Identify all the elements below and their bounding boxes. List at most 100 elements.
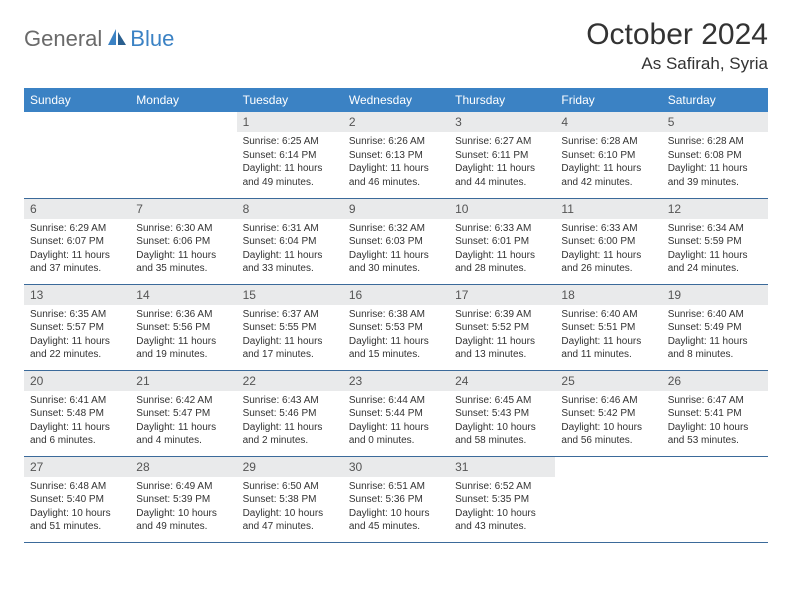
day-cell: 27Sunrise: 6:48 AMSunset: 5:40 PMDayligh… bbox=[24, 456, 130, 542]
sunset-line: Sunset: 5:38 PM bbox=[243, 493, 337, 507]
day-content: Sunrise: 6:34 AMSunset: 5:59 PMDaylight:… bbox=[662, 219, 768, 282]
day-cell: 7Sunrise: 6:30 AMSunset: 6:06 PMDaylight… bbox=[130, 198, 236, 284]
calendar-week-row: 27Sunrise: 6:48 AMSunset: 5:40 PMDayligh… bbox=[24, 456, 768, 542]
day-content: Sunrise: 6:33 AMSunset: 6:01 PMDaylight:… bbox=[449, 219, 555, 282]
day-cell bbox=[662, 456, 768, 542]
daylight-line: Daylight: 11 hours and 15 minutes. bbox=[349, 335, 443, 362]
daylight-line: Daylight: 10 hours and 58 minutes. bbox=[455, 421, 549, 448]
sunrise-line: Sunrise: 6:36 AM bbox=[136, 308, 230, 322]
sunset-line: Sunset: 6:06 PM bbox=[136, 235, 230, 249]
sunrise-line: Sunrise: 6:33 AM bbox=[561, 222, 655, 236]
daylight-line: Daylight: 11 hours and 13 minutes. bbox=[455, 335, 549, 362]
day-cell: 5Sunrise: 6:28 AMSunset: 6:08 PMDaylight… bbox=[662, 112, 768, 198]
sunrise-line: Sunrise: 6:37 AM bbox=[243, 308, 337, 322]
calendar-week-row: 1Sunrise: 6:25 AMSunset: 6:14 PMDaylight… bbox=[24, 112, 768, 198]
logo-sail-icon bbox=[106, 27, 128, 52]
sunset-line: Sunset: 6:10 PM bbox=[561, 149, 655, 163]
sunrise-line: Sunrise: 6:40 AM bbox=[668, 308, 762, 322]
day-cell: 3 Sunrise: 6:27 AMSunset: 6:11 PMDaylight… bbox=[449, 112, 555, 198]
daylight-line: Daylight: 11 hours and 8 minutes. bbox=[668, 335, 762, 362]
sunrise-line: Sunrise: 6:50 AM bbox=[243, 480, 337, 494]
day-cell bbox=[130, 112, 236, 198]
sunrise-line: Sunrise: 6:28 AM bbox=[561, 135, 655, 149]
daylight-line: Daylight: 11 hours and 2 minutes. bbox=[243, 421, 337, 448]
day-cell: 20Sunrise: 6:41 AMSunset: 5:48 PMDayligh… bbox=[24, 370, 130, 456]
day-content: Sunrise: 6:50 AMSunset: 5:38 PMDaylight:… bbox=[237, 477, 343, 540]
sunrise-line: Sunrise: 6:42 AM bbox=[136, 394, 230, 408]
sunset-line: Sunset: 6:01 PM bbox=[455, 235, 549, 249]
day-number: 1 bbox=[237, 112, 343, 132]
daylight-line: Daylight: 10 hours and 51 minutes. bbox=[30, 507, 124, 534]
daylight-line: Daylight: 11 hours and 37 minutes. bbox=[30, 249, 124, 276]
day-content: Sunrise: 6:35 AMSunset: 5:57 PMDaylight:… bbox=[24, 305, 130, 368]
day-cell bbox=[24, 112, 130, 198]
daylight-line: Daylight: 11 hours and 28 minutes. bbox=[455, 249, 549, 276]
day-number: 3 bbox=[449, 112, 555, 132]
logo: General Blue bbox=[24, 18, 174, 52]
sunrise-line: Sunrise: 6:47 AM bbox=[668, 394, 762, 408]
sunrise-line: Sunrise: 6:30 AM bbox=[136, 222, 230, 236]
daylight-line: Daylight: 10 hours and 53 minutes. bbox=[668, 421, 762, 448]
sunset-line: Sunset: 5:48 PM bbox=[30, 407, 124, 421]
day-cell: 2Sunrise: 6:26 AMSunset: 6:13 PMDaylight… bbox=[343, 112, 449, 198]
sunset-line: Sunset: 5:56 PM bbox=[136, 321, 230, 335]
sunrise-line: Sunrise: 6:43 AM bbox=[243, 394, 337, 408]
day-content: Sunrise: 6:51 AMSunset: 5:36 PMDaylight:… bbox=[343, 477, 449, 540]
sunrise-line: Sunrise: 6:44 AM bbox=[349, 394, 443, 408]
sunrise-line: Sunrise: 6:40 AM bbox=[561, 308, 655, 322]
location: As Safirah, Syria bbox=[586, 54, 768, 74]
day-number: 28 bbox=[130, 457, 236, 477]
sunrise-line: Sunrise: 6:41 AM bbox=[30, 394, 124, 408]
sunset-line: Sunset: 5:49 PM bbox=[668, 321, 762, 335]
day-cell: 16Sunrise: 6:38 AMSunset: 5:53 PMDayligh… bbox=[343, 284, 449, 370]
sunrise-line: Sunrise: 6:48 AM bbox=[30, 480, 124, 494]
sunset-line: Sunset: 5:51 PM bbox=[561, 321, 655, 335]
sunset-line: Sunset: 6:07 PM bbox=[30, 235, 124, 249]
daylight-line: Daylight: 11 hours and 44 minutes. bbox=[455, 162, 549, 189]
day-content: Sunrise: 6:49 AMSunset: 5:39 PMDaylight:… bbox=[130, 477, 236, 540]
sunrise-line: Sunrise: 6:49 AM bbox=[136, 480, 230, 494]
sunset-line: Sunset: 5:36 PM bbox=[349, 493, 443, 507]
sunset-line: Sunset: 5:41 PM bbox=[668, 407, 762, 421]
day-content: Sunrise: 6:30 AMSunset: 6:06 PMDaylight:… bbox=[130, 219, 236, 282]
daylight-line: Daylight: 11 hours and 0 minutes. bbox=[349, 421, 443, 448]
weekday-row: Sunday Monday Tuesday Wednesday Thursday… bbox=[24, 88, 768, 112]
day-content: Sunrise: 6:43 AMSunset: 5:46 PMDaylight:… bbox=[237, 391, 343, 454]
daylight-line: Daylight: 10 hours and 45 minutes. bbox=[349, 507, 443, 534]
calendar-week-row: 13Sunrise: 6:35 AMSunset: 5:57 PMDayligh… bbox=[24, 284, 768, 370]
day-content: Sunrise: 6:36 AMSunset: 5:56 PMDaylight:… bbox=[130, 305, 236, 368]
day-number: 11 bbox=[555, 199, 661, 219]
day-content: Sunrise: 6:45 AMSunset: 5:43 PMDaylight:… bbox=[449, 391, 555, 454]
sunset-line: Sunset: 6:03 PM bbox=[349, 235, 443, 249]
day-cell: 21Sunrise: 6:42 AMSunset: 5:47 PMDayligh… bbox=[130, 370, 236, 456]
daylight-line: Daylight: 11 hours and 35 minutes. bbox=[136, 249, 230, 276]
sunset-line: Sunset: 6:11 PM bbox=[455, 149, 549, 163]
day-cell: 8Sunrise: 6:31 AMSunset: 6:04 PMDaylight… bbox=[237, 198, 343, 284]
daylight-line: Daylight: 11 hours and 24 minutes. bbox=[668, 249, 762, 276]
calendar-week-row: 20 Sunrise: 6:41 AMSunset: 5:48 PM Dayligh… bbox=[24, 370, 768, 456]
sunset-line: Sunset: 5:47 PM bbox=[136, 407, 230, 421]
day-number: 23 bbox=[343, 371, 449, 391]
day-content: Sunrise: 6:40 AMSunset: 5:49 PMDaylight:… bbox=[662, 305, 768, 368]
day-number: 15 bbox=[237, 285, 343, 305]
day-number: 14 bbox=[130, 285, 236, 305]
day-number: 24 bbox=[449, 371, 555, 391]
sunrise-line: Sunrise: 6:31 AM bbox=[243, 222, 337, 236]
sunrise-line: Sunrise: 6:27 AM bbox=[455, 135, 549, 149]
daylight-line: Daylight: 11 hours and 19 minutes. bbox=[136, 335, 230, 362]
day-cell: 17Sunrise: 6:39 AMSunset: 5:52 PMDayligh… bbox=[449, 284, 555, 370]
sunset-line: Sunset: 5:59 PM bbox=[668, 235, 762, 249]
day-cell: 23Sunrise: 6:44 AMSunset: 5:44 PMDayligh… bbox=[343, 370, 449, 456]
day-number: 20 bbox=[24, 371, 130, 391]
day-cell: 26Sunrise: 6:47 AMSunset: 5:41 PMDayligh… bbox=[662, 370, 768, 456]
day-content: Sunrise: 6:44 AMSunset: 5:44 PMDaylight:… bbox=[343, 391, 449, 454]
day-number: 31 bbox=[449, 457, 555, 477]
day-cell: 30Sunrise: 6:51 AMSunset: 5:36 PMDayligh… bbox=[343, 456, 449, 542]
daylight-line: Daylight: 11 hours and 17 minutes. bbox=[243, 335, 337, 362]
day-number: 22 bbox=[237, 371, 343, 391]
day-cell: 13Sunrise: 6:35 AMSunset: 5:57 PMDayligh… bbox=[24, 284, 130, 370]
daylight-line: Daylight: 11 hours and 33 minutes. bbox=[243, 249, 337, 276]
weekday-header: Friday bbox=[555, 88, 661, 112]
day-number: 21 bbox=[130, 371, 236, 391]
day-number: 8 bbox=[237, 199, 343, 219]
